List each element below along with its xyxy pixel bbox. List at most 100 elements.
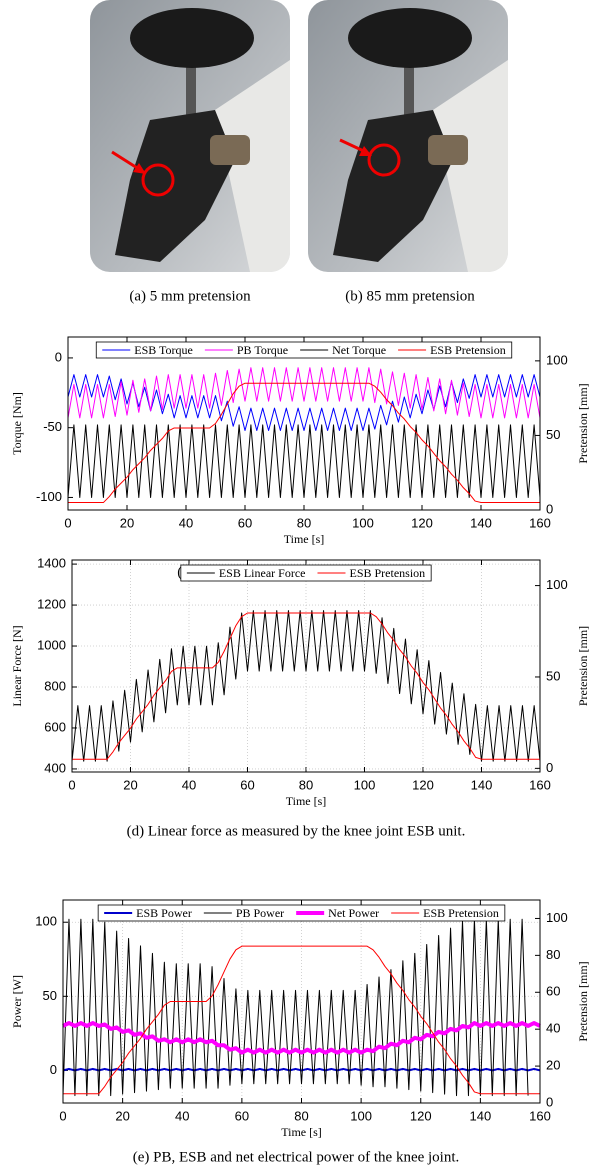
legend-label: ESB Pretension xyxy=(349,566,425,580)
y-tick-label: 1400 xyxy=(37,556,66,571)
legend-frame xyxy=(180,564,432,582)
x-tick-label: 20 xyxy=(123,777,137,792)
photo-motor xyxy=(210,135,250,165)
x-tick-label: 160 xyxy=(529,515,551,530)
series-line xyxy=(62,918,529,1097)
y-axis-label: Linear Force [N] xyxy=(10,625,24,706)
x-axis-label: Time [s] xyxy=(284,532,325,546)
plot-frame xyxy=(62,899,541,1104)
legend-label: PB Power xyxy=(236,906,284,920)
photo-weight xyxy=(130,8,254,68)
y-tick-label: 0 xyxy=(50,1062,57,1077)
plot-frame xyxy=(71,559,541,773)
series-line xyxy=(63,945,540,1095)
y2-tick-label: 100 xyxy=(546,577,568,592)
x-tick-label: 100 xyxy=(354,777,376,792)
x-tick-label: 160 xyxy=(529,777,551,792)
x-tick-label: 140 xyxy=(470,1108,492,1123)
y-tick-label: 400 xyxy=(44,760,66,775)
photo-highlight xyxy=(367,143,401,177)
y2-tick-label: 0 xyxy=(546,760,553,775)
y2-tick-label: 80 xyxy=(546,947,560,962)
y-axis-label: Power [W] xyxy=(10,975,24,1028)
x-tick-label: 80 xyxy=(297,515,311,530)
x-tick-label: 0 xyxy=(68,777,75,792)
y2-tick-label: 100 xyxy=(546,352,568,367)
photo-table xyxy=(433,60,508,272)
photo-weight xyxy=(348,8,472,68)
x-tick-label: 100 xyxy=(350,1108,372,1123)
y-tick-label: 1200 xyxy=(37,597,66,612)
photo-arrowhead xyxy=(359,146,372,156)
x-tick-label: 100 xyxy=(352,515,374,530)
legend-label: Net Torque xyxy=(332,343,386,357)
plot-frame xyxy=(67,336,541,511)
series-line xyxy=(67,374,541,431)
x-tick-label: 120 xyxy=(411,515,433,530)
y2-tick-label: 0 xyxy=(546,501,553,516)
x-tick-label: 80 xyxy=(294,1108,308,1123)
x-tick-label: 60 xyxy=(240,777,254,792)
x-axis-label: Time [s] xyxy=(281,1125,322,1139)
y2-tick-label: 50 xyxy=(546,427,560,442)
legend-label: PB Torque xyxy=(237,343,288,357)
legend: ESB Torque PB Torque Net Torque ESB Pretens… xyxy=(95,341,513,359)
chart-caption: (d) Linear force as measured by the knee… xyxy=(127,823,466,839)
series-line xyxy=(72,612,540,760)
y2-axis-label: Pretension [mm] xyxy=(576,383,590,463)
y2-axis-label: Pretension [mm] xyxy=(576,626,590,706)
x-tick-label: 60 xyxy=(238,515,252,530)
photo-a xyxy=(90,0,290,272)
legend-label: ESB Linear Force xyxy=(219,566,306,580)
y-tick-label: 50 xyxy=(43,988,57,1003)
y-tick-label: 0 xyxy=(55,349,62,364)
photo-arrowhead xyxy=(133,163,146,174)
photo-rod xyxy=(186,50,196,120)
y2-tick-label: 20 xyxy=(546,1058,560,1073)
y2-tick-label: 0 xyxy=(546,1094,553,1109)
legend-label: ESB Power xyxy=(136,906,192,920)
photo-table xyxy=(215,60,290,272)
series-line xyxy=(67,367,541,419)
series-line xyxy=(67,424,541,498)
series-line xyxy=(68,382,540,504)
y-tick-label: 600 xyxy=(44,719,66,734)
legend-label: ESB Torque xyxy=(134,343,193,357)
series-line xyxy=(62,1020,541,1055)
y2-tick-label: 60 xyxy=(546,984,560,999)
x-tick-label: 40 xyxy=(182,777,196,792)
caption-b: (b) 85 mm pretension xyxy=(345,288,475,304)
y2-tick-label: 50 xyxy=(546,668,560,683)
y-tick-label: 1000 xyxy=(37,637,66,652)
legend-label: ESB Pretension xyxy=(423,906,499,920)
x-tick-label: 120 xyxy=(410,1108,432,1123)
series-line xyxy=(62,1067,541,1072)
x-tick-label: 20 xyxy=(115,1108,129,1123)
x-tick-label: 20 xyxy=(120,515,134,530)
caption-a: (a) 5 mm pretension xyxy=(129,288,251,304)
x-tick-label: 160 xyxy=(529,1108,551,1123)
y-tick-label: 800 xyxy=(44,678,66,693)
x-tick-label: 140 xyxy=(471,777,493,792)
x-tick-label: 0 xyxy=(59,1108,66,1123)
x-tick-label: 40 xyxy=(175,1108,189,1123)
y2-tick-label: 40 xyxy=(546,1021,560,1036)
legend: ESB Linear Force ESB Pretension xyxy=(180,564,432,582)
x-tick-label: 40 xyxy=(179,515,193,530)
y-tick-label: 100 xyxy=(35,914,57,929)
photo-b xyxy=(308,0,508,272)
y-tick-label: -100 xyxy=(36,489,62,504)
x-tick-label: 80 xyxy=(299,777,313,792)
x-tick-label: 0 xyxy=(64,515,71,530)
y-tick-label: -50 xyxy=(43,419,62,434)
photo-robot xyxy=(115,110,235,262)
photo-highlight xyxy=(141,163,175,197)
legend-label: Net Power xyxy=(328,906,379,920)
x-tick-label: 60 xyxy=(235,1108,249,1123)
chart-caption: (e) PB, ESB and net electrical power of … xyxy=(133,1149,460,1165)
y-axis-label: Torque [Nm] xyxy=(10,392,24,455)
series-line xyxy=(71,610,541,762)
y2-tick-label: 100 xyxy=(546,910,568,925)
x-tick-label: 140 xyxy=(470,515,492,530)
